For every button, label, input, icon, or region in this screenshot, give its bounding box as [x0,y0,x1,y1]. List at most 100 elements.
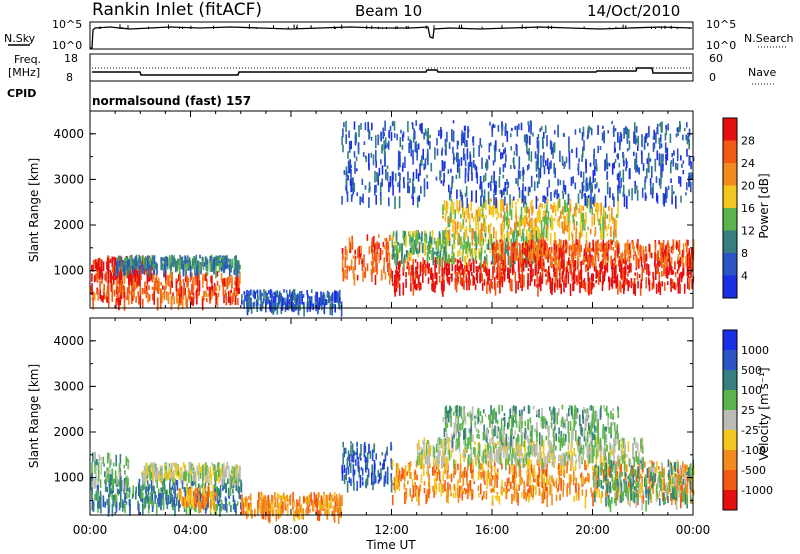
data-cell [690,270,692,278]
data-cell [624,266,627,275]
data-cell [599,263,601,267]
data-cell [414,259,417,263]
data-cell [161,292,163,304]
data-cell [536,210,539,223]
data-cell [356,441,358,447]
data-cell [414,271,417,281]
colorbar-tick-label: 24 [741,157,755,170]
data-cell [649,158,652,162]
data-cell [190,296,193,305]
data-cell [477,266,479,273]
data-cell [144,470,146,483]
data-cell [658,272,661,285]
data-cell [620,264,623,271]
data-cell [422,242,424,254]
data-cell [549,219,552,228]
data-cell [410,140,413,152]
data-cell [634,251,637,256]
data-cell [100,457,102,461]
data-cell [540,248,543,253]
data-cell [451,129,453,142]
data-cell [269,503,272,515]
data-cell [235,255,237,265]
data-cell [192,475,194,481]
data-cell [578,243,581,255]
data-cell [199,264,201,271]
data-cell [613,262,616,267]
data-cell [383,475,386,487]
data-cell [212,484,214,492]
data-cell [574,129,577,135]
data-cell [350,445,352,457]
data-cell [637,245,640,256]
data-cell [603,130,605,144]
data-cell [375,195,377,205]
data-cell [306,290,308,295]
data-cell [440,180,443,184]
data-cell [598,247,600,251]
data-cell [276,510,279,515]
data-cell [402,282,405,296]
data-cell [411,478,414,487]
data-cell [357,248,359,259]
data-cell [498,176,501,188]
data-cell [368,246,371,255]
data-cell [418,283,421,291]
data-cell [116,298,118,302]
data-cell [351,194,353,198]
data-cell [672,241,675,250]
data-cell [601,232,603,239]
data-cell [614,128,617,132]
data-cell [333,507,335,520]
data-cell [152,472,155,481]
data-cell [146,256,149,269]
data-cell [568,161,571,170]
data-cell [220,272,223,283]
data-cell [661,256,664,268]
data-cell [563,227,565,235]
data-cell [428,256,431,261]
data-cell [175,497,178,506]
data-cell [576,242,579,250]
data-cell [514,271,517,282]
data-cell [457,221,459,229]
data-cell [554,249,557,261]
data-cell [230,265,232,273]
data-cell [263,289,265,301]
data-cell [509,208,511,216]
data-cell [333,495,336,502]
data-cell [452,152,455,165]
data-cell [543,247,546,255]
freq-trace [92,67,692,76]
data-cell [448,229,451,242]
data-cell [108,501,111,514]
data-cell [239,466,241,471]
data-cell [280,507,283,516]
data-cell [488,224,490,233]
data-cell [213,502,215,510]
data-cell [348,454,351,467]
data-cell [653,142,656,149]
data-cell [617,283,619,295]
data-cell [462,242,464,255]
data-cell [111,266,114,273]
data-cell [622,153,625,163]
data-cell [501,463,503,470]
data-cell [234,465,237,475]
data-cell [233,287,236,297]
data-cell [464,143,466,148]
data-cell [450,216,453,223]
data-cell [293,510,296,522]
data-cell [198,483,200,488]
data-cell [585,161,587,174]
data-cell [276,492,279,498]
data-cell [363,254,365,268]
data-cell [448,237,451,247]
data-cell [619,170,621,177]
data-cell [117,271,119,285]
data-cell [471,254,474,261]
data-cell [600,241,602,252]
data-cell [602,216,604,228]
data-cell [507,241,510,250]
data-cell [534,255,536,263]
